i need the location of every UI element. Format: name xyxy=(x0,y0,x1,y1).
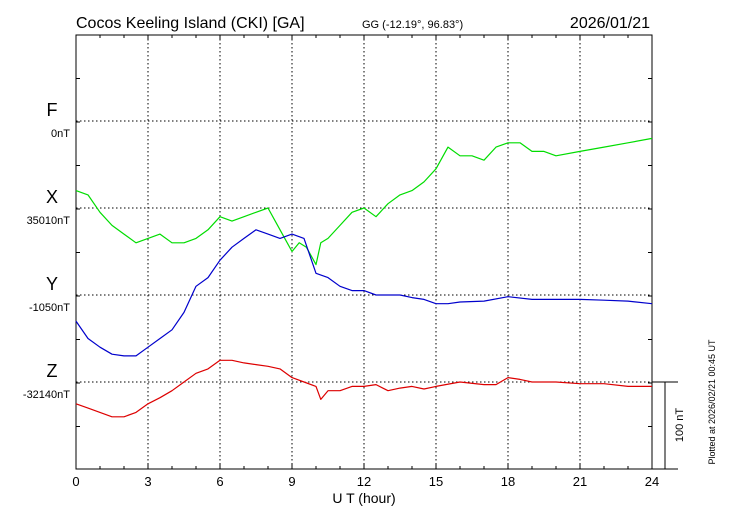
series-lines xyxy=(75,137,653,418)
x-ticks: 0 3 6 9 12 15 18 21 24 xyxy=(72,35,659,489)
series-baseline-x: 35010nT xyxy=(27,215,71,227)
station-title: Cocos Keeling Island (CKI) [GA] xyxy=(76,15,305,32)
x-tick-label: 24 xyxy=(645,474,659,489)
grid xyxy=(76,35,652,469)
series-name-x: X xyxy=(46,187,58,207)
series-baseline-f: 0nT xyxy=(51,128,70,140)
series-name-y: Y xyxy=(46,274,58,294)
x-tick-label: 0 xyxy=(72,474,79,489)
series-line-z xyxy=(75,359,652,418)
coordinates-label: GG (-12.19°, 96.83°) xyxy=(362,19,463,31)
series-labels: F 0nT X 35010nT Y -1050nT Z -32140nT xyxy=(23,100,70,401)
x-tick-label: 9 xyxy=(288,474,295,489)
x-tick-label: 18 xyxy=(501,474,515,489)
series-line-y xyxy=(75,229,653,357)
series-name-z: Z xyxy=(47,361,58,381)
y-ticks xyxy=(76,78,652,427)
x-tick-label: 6 xyxy=(216,474,223,489)
series-name-f: F xyxy=(47,100,58,120)
series-baseline-y: -1050nT xyxy=(29,302,70,314)
date-label: 2026/01/21 xyxy=(570,15,650,32)
x-tick-label: 21 xyxy=(573,474,587,489)
series-baseline-z: -32140nT xyxy=(23,389,70,401)
plotted-at-note: Plotted at 2026/02/21 00:45 UT xyxy=(707,339,717,465)
scale-bar-label: 100 nT xyxy=(674,408,686,443)
x-tick-label: 15 xyxy=(429,474,443,489)
x-tick-label: 12 xyxy=(357,474,371,489)
scale-bar: 100 nT xyxy=(652,381,686,470)
x-axis-label: U T (hour) xyxy=(332,490,395,506)
series-line-x xyxy=(75,137,653,266)
x-tick-label: 3 xyxy=(144,474,151,489)
